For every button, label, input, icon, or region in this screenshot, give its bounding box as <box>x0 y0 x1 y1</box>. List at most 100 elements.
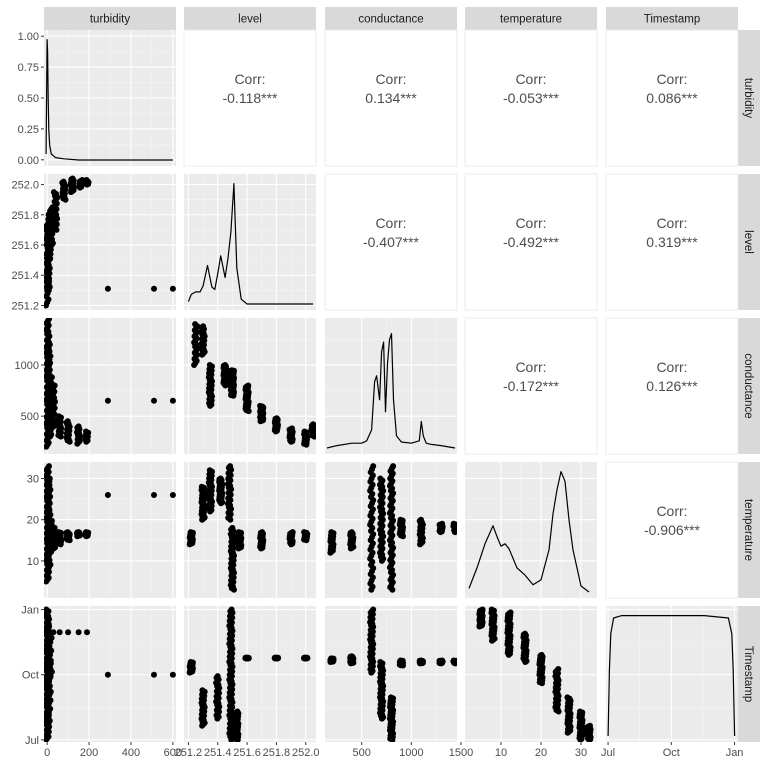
x-tick-label: 251.4 <box>204 747 232 759</box>
scatter-point <box>199 687 206 694</box>
scatter-point <box>187 529 194 536</box>
corr-panel-bg <box>605 317 739 455</box>
panel-Timestamp-temperature <box>465 606 597 742</box>
panel-turbidity-temperature: Corr: -0.053*** <box>464 29 598 167</box>
panel-temperature-temperature <box>465 462 597 598</box>
corr-panel-bg <box>605 29 739 167</box>
scatter-point <box>46 516 53 523</box>
column-strip-label: temperature <box>500 14 562 26</box>
corr-value: -0.172*** <box>503 378 560 394</box>
y-tick-label: 30 <box>27 473 39 485</box>
panel-bg <box>465 462 597 598</box>
scatter-point <box>377 475 384 482</box>
scatter-point <box>310 421 316 428</box>
scatter-point <box>200 323 207 330</box>
scatter-point <box>397 516 404 523</box>
scatter-point <box>151 492 157 498</box>
panel-marks <box>186 606 311 742</box>
panel-conductance-temperature: Corr: -0.172*** <box>464 317 598 455</box>
scatter-point <box>50 629 57 636</box>
scatter-point <box>387 694 394 701</box>
y-tick-label: 251.6 <box>11 240 39 252</box>
corr-panel-bg <box>324 173 458 311</box>
scatter-point <box>301 529 308 536</box>
scatter-point <box>55 529 62 536</box>
scatter-point <box>104 671 111 678</box>
y-tick-label: 500 <box>21 411 39 423</box>
row-strip-temperature <box>738 462 760 598</box>
x-tick-label: 200 <box>80 747 98 759</box>
scatter-point <box>65 629 72 636</box>
x-tick-label: 500 <box>353 747 371 759</box>
panel-marks <box>186 463 311 593</box>
scatter-point <box>64 418 71 425</box>
corr-value: -0.118*** <box>222 90 278 106</box>
panel-bg <box>325 318 457 454</box>
corr-value: 0.126*** <box>646 378 698 394</box>
scatter-point <box>257 402 264 409</box>
scatter-point <box>538 651 545 658</box>
scatter-point <box>348 653 355 660</box>
scatter-point <box>228 606 235 613</box>
x-tick-label: 20 <box>535 747 547 759</box>
panel-temperature-Timestamp: Corr: -0.906*** <box>605 461 739 599</box>
scatter-point <box>214 673 221 680</box>
y-tick-label: 251.8 <box>11 210 39 222</box>
x-tick-label: 251.2 <box>175 747 203 759</box>
row-strip-label: conductance <box>742 353 754 418</box>
scatter-point <box>198 483 205 490</box>
scatter-point <box>104 285 111 292</box>
y-tick-label: 0.00 <box>18 155 39 167</box>
corr-panel-bg <box>464 173 598 311</box>
x-tick-label: Oct <box>663 747 680 759</box>
corr-panel-bg <box>464 317 598 455</box>
column-strip-label: Timestamp <box>644 14 700 26</box>
panel-marks <box>191 321 316 448</box>
panel-level-conductance: Corr: -0.407*** <box>324 173 458 311</box>
y-tick-label: 20 <box>27 515 39 527</box>
scatter-point <box>60 178 67 185</box>
panel-conductance-turbidity <box>44 318 176 454</box>
row-strip-label: temperature <box>742 499 754 561</box>
scatter-point <box>418 657 424 664</box>
column-strip-label: turbidity <box>90 14 131 26</box>
panel-Timestamp-level <box>184 606 316 742</box>
scatter-point <box>234 708 241 715</box>
scatter-point <box>235 529 242 536</box>
scatter-point <box>348 529 355 536</box>
scatter-point <box>83 529 89 536</box>
scatter-point <box>187 659 194 665</box>
panel-level-level <box>184 174 316 310</box>
column-strip-turbidity <box>44 7 176 30</box>
column-strip-Timestamp <box>606 7 738 30</box>
y-tick-label: 251.2 <box>11 300 39 312</box>
panel-Timestamp-turbidity <box>44 606 176 742</box>
scatter-point <box>217 475 224 482</box>
corr-value: 0.086*** <box>646 90 698 106</box>
scatter-point <box>51 382 58 389</box>
panel-temperature-conductance <box>325 462 457 598</box>
corr-value: -0.906*** <box>644 522 701 538</box>
panel-marks <box>468 471 590 593</box>
corr-panel-bg <box>183 29 317 167</box>
corr-value: 0.134*** <box>365 90 417 106</box>
scatter-point <box>507 609 514 616</box>
scatter-point <box>488 606 495 613</box>
y-tick-label: 251.4 <box>11 270 39 282</box>
scatter-point <box>227 463 234 470</box>
scatter-point <box>75 529 82 536</box>
scatter-point <box>169 492 176 498</box>
scatter-point <box>55 413 62 420</box>
scatter-point <box>370 463 377 470</box>
scatter-point <box>397 657 404 664</box>
scatter-point <box>301 654 308 661</box>
scatter-point <box>229 524 236 531</box>
panel-turbidity-level: Corr: -0.118*** <box>183 29 317 167</box>
row-strip-conductance <box>738 318 760 454</box>
row-strip-label: level <box>742 230 754 254</box>
y-tick-label: Jul <box>25 735 39 747</box>
x-tick-label: 251.6 <box>233 747 261 759</box>
scatter-point <box>46 475 53 482</box>
scatter-point <box>44 606 50 613</box>
